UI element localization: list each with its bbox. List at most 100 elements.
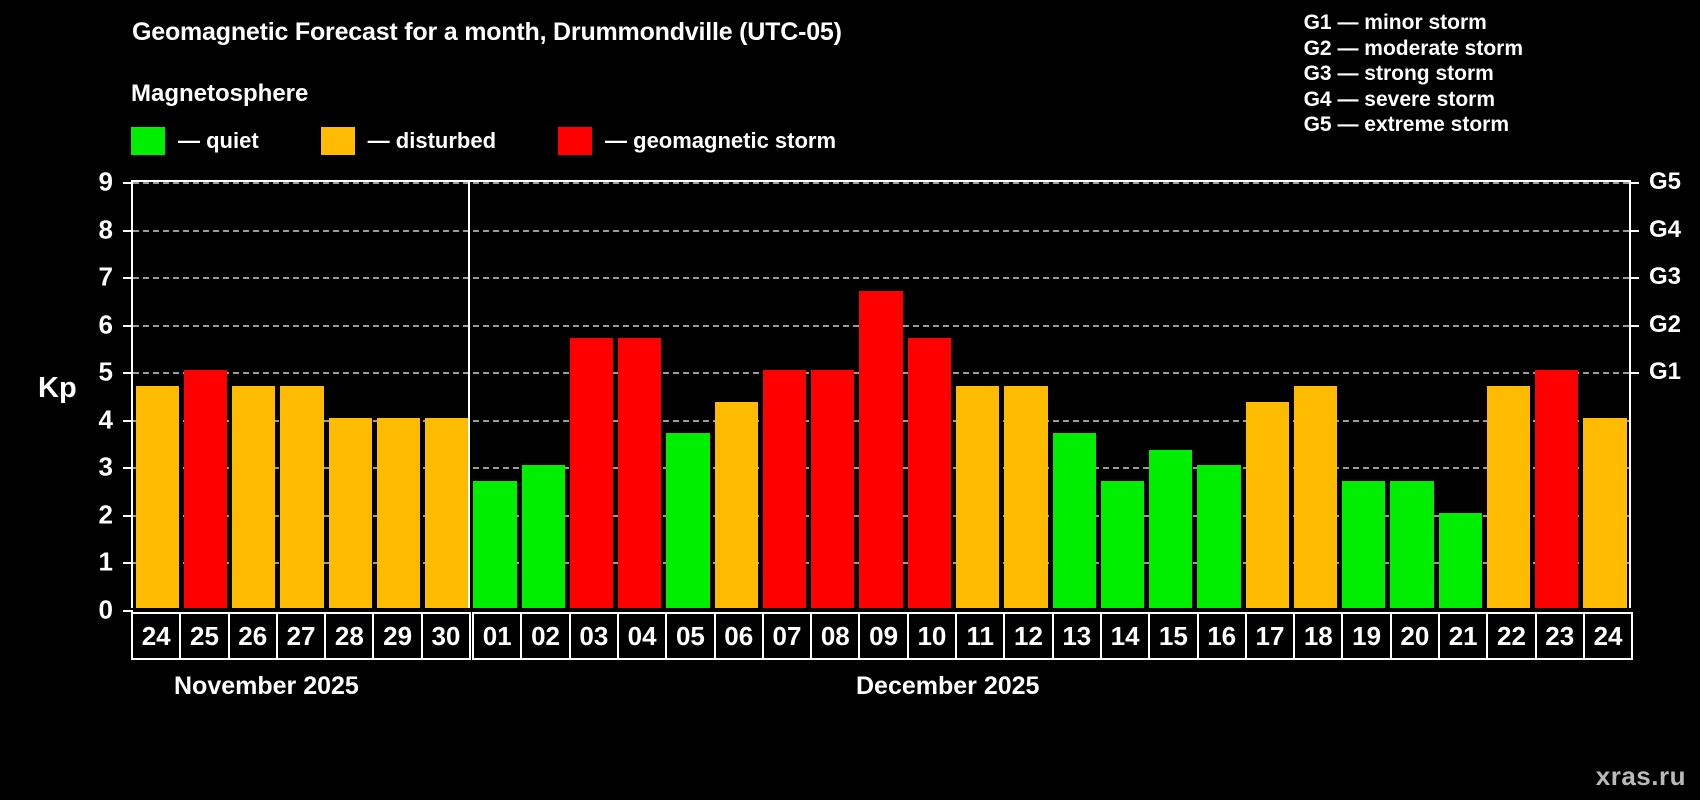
bar[interactable] [1293,385,1338,608]
g-axis-tick-label: G3 [1649,263,1682,291]
date-axis-label[interactable]: 19 [1341,612,1392,660]
bar-cell[interactable] [133,180,181,608]
g-scale-legend: G1 — minor storm G2 — moderate storm G3 … [1304,10,1523,138]
bar[interactable] [135,385,179,608]
bar[interactable] [1390,481,1434,608]
date-axis-label[interactable]: 05 [665,612,716,660]
bar[interactable] [1583,417,1627,608]
date-axis-label[interactable]: 10 [906,612,958,660]
date-axis-label[interactable]: 07 [761,612,813,660]
bar[interactable] [1342,481,1386,608]
bar-cell[interactable] [857,180,905,608]
bar[interactable] [666,433,710,608]
y-axis-tick-label: 4 [98,404,113,435]
date-axis-label[interactable]: 23 [1534,612,1585,660]
bar[interactable] [1100,481,1145,608]
date-axis-label[interactable]: 22 [1486,612,1537,660]
bar-cell[interactable] [1388,180,1436,608]
date-axis-label[interactable]: 11 [955,612,1006,660]
bar-cell[interactable] [1484,180,1532,608]
bar-cell[interactable] [374,180,422,608]
bar[interactable] [859,290,903,608]
date-axis-label[interactable]: 04 [616,612,668,660]
bar-cell[interactable] [809,180,857,608]
bar[interactable] [1052,433,1096,608]
bar[interactable] [521,465,565,608]
date-axis-label[interactable]: 15 [1148,612,1199,660]
bar-cell[interactable] [1340,180,1388,608]
bar[interactable] [1004,385,1048,608]
bar-cell[interactable] [1291,180,1339,608]
bar-cell[interactable] [1533,180,1581,608]
bar-cell[interactable] [954,180,1002,608]
date-axis-label[interactable]: 29 [372,612,423,660]
bar-cell[interactable] [278,180,326,608]
date-axis-label[interactable]: 16 [1196,612,1247,660]
bar[interactable] [956,385,1000,608]
bar[interactable] [1438,512,1482,608]
date-axis-label[interactable]: 03 [568,612,619,660]
bar[interactable] [1535,370,1579,608]
bar[interactable] [473,481,517,608]
date-axis-label[interactable]: 24 [1582,612,1634,660]
bar[interactable] [425,417,469,608]
gridline [133,229,1629,232]
date-axis-label[interactable]: 06 [713,612,764,660]
bar-cell[interactable] [1243,180,1291,608]
bar[interactable] [280,385,324,608]
date-axis-label[interactable]: 09 [858,612,909,660]
date-axis-label[interactable]: 02 [520,612,571,660]
date-axis-label[interactable]: 17 [1244,612,1296,660]
bar-cell[interactable] [467,180,519,608]
date-axis-label[interactable]: 12 [1003,612,1054,660]
bar-cell[interactable] [664,180,712,608]
date-axis-label[interactable]: 13 [1051,612,1102,660]
bar[interactable] [714,402,758,608]
bar[interactable] [907,338,952,608]
bar-cell[interactable] [1098,180,1146,608]
bar-cell[interactable] [760,180,808,608]
bar[interactable] [328,417,372,608]
bar[interactable] [811,370,855,608]
bar[interactable] [762,370,807,608]
date-axis-label[interactable]: 18 [1293,612,1344,660]
date-axis-label[interactable]: 30 [420,612,472,660]
bar-cell[interactable] [1436,180,1484,608]
date-axis-label[interactable]: 08 [810,612,861,660]
y-axis-tick-label: 2 [98,499,113,530]
date-axis-label[interactable]: 27 [275,612,327,660]
date-axis-label[interactable]: 24 [131,612,182,660]
bar-cell[interactable] [567,180,615,608]
date-axis-label[interactable]: 01 [472,612,523,660]
date-axis-label[interactable]: 25 [179,612,230,660]
y-axis-tick-label: 8 [98,214,113,245]
bar-cell[interactable] [519,180,567,608]
bar[interactable] [569,338,614,608]
bar-cell[interactable] [1195,180,1243,608]
bar[interactable] [1486,385,1531,608]
y-axis-tick [123,182,133,184]
bar[interactable] [376,417,421,608]
bar-cell[interactable] [616,180,664,608]
bar-cell[interactable] [181,180,229,608]
bar-cell[interactable] [423,180,471,608]
date-axis-label[interactable]: 20 [1389,612,1441,660]
bar[interactable] [1245,402,1289,608]
bar[interactable] [232,385,276,608]
bar-cell[interactable] [1581,180,1629,608]
date-axis-label[interactable]: 14 [1099,612,1151,660]
date-axis-label[interactable]: 26 [227,612,278,660]
bar[interactable] [1197,465,1241,608]
bar[interactable] [183,370,228,608]
bar-cell[interactable] [326,180,374,608]
bar-cell[interactable] [712,180,760,608]
date-axis-label[interactable]: 21 [1438,612,1489,660]
bar-cell[interactable] [1050,180,1098,608]
bar-cell[interactable] [230,180,278,608]
bar-cell[interactable] [1147,180,1195,608]
bar-cell[interactable] [1002,180,1050,608]
bar[interactable] [618,338,662,608]
date-axis-label[interactable]: 28 [324,612,375,660]
bar-cell[interactable] [905,180,953,608]
bar[interactable] [1149,449,1193,608]
